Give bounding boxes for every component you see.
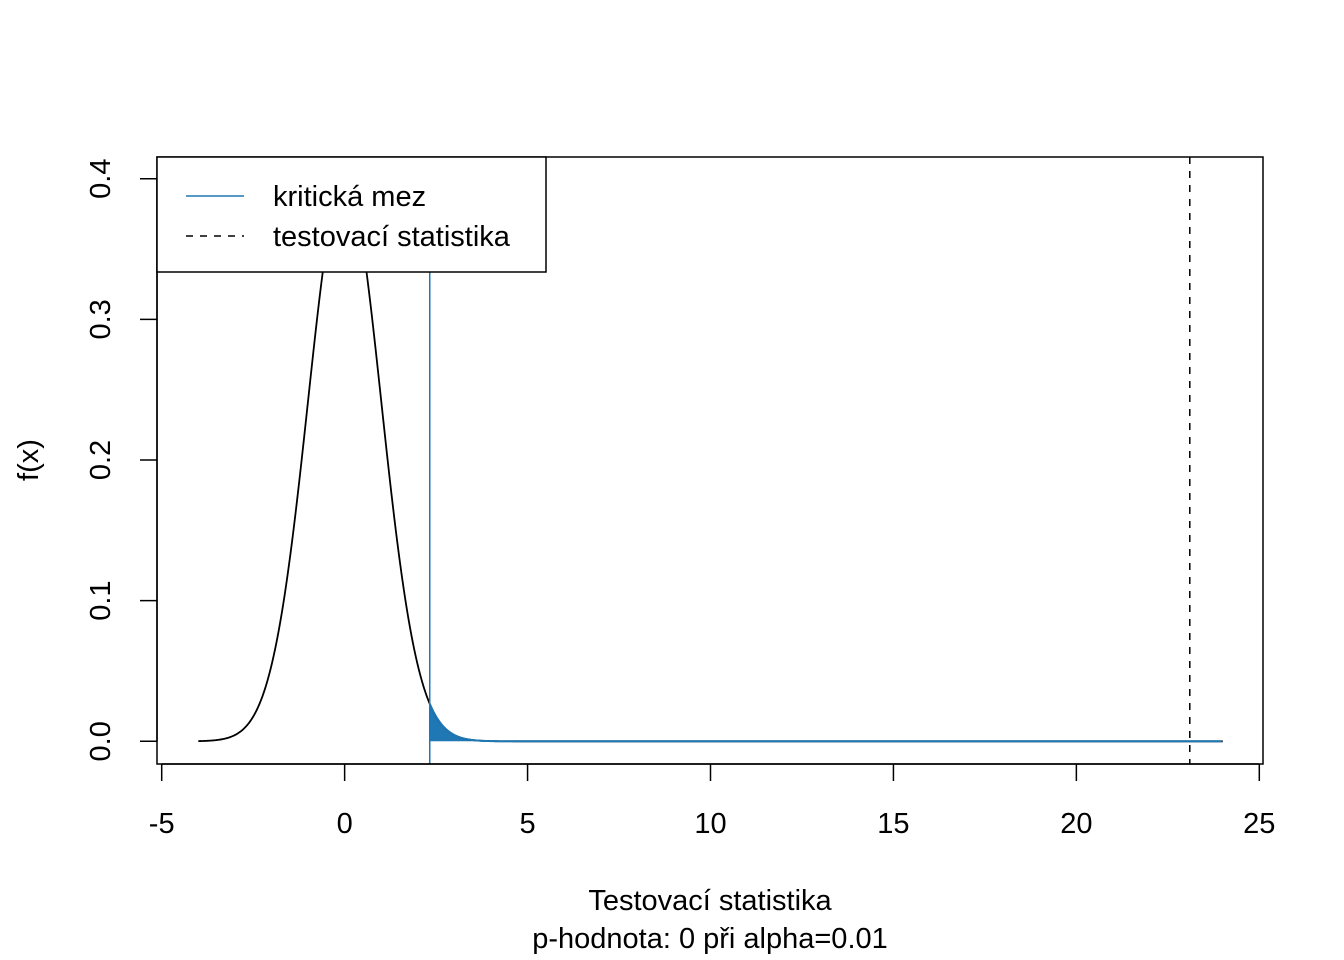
chart-subtitle: p-hodnota: 0 při alpha=0.01 [532,923,888,955]
legend-label-kriticka-mez: kritická mez [273,181,426,213]
y-tick-label: 0.2 [85,440,117,480]
x-tick-label: 0 [337,808,353,840]
y-tick-label: 0.0 [85,721,117,761]
x-tick-label: 10 [694,808,726,840]
legend-box [156,156,547,273]
rejection-region-area [429,703,1223,742]
rejection-tail-line [428,703,1222,743]
x-tick-label: 20 [1060,808,1092,840]
plot-frame [156,156,1264,765]
x-tick-label: 15 [877,808,909,840]
y-tick-label: 0.1 [85,580,117,620]
x-tick-label: 5 [519,808,535,840]
y-axis-label: f(x) [13,439,45,481]
x-tick-label: -5 [149,808,175,840]
x-tick-label: 25 [1243,808,1275,840]
x-axis-label: Testovací statistika [588,885,832,917]
legend: kritická mez testovací statistika [156,156,547,273]
y-tick-label: 0.4 [85,159,117,199]
legend-label-testovaci-statistika: testovací statistika [273,221,511,253]
y-tick-label: 0.3 [85,299,117,339]
